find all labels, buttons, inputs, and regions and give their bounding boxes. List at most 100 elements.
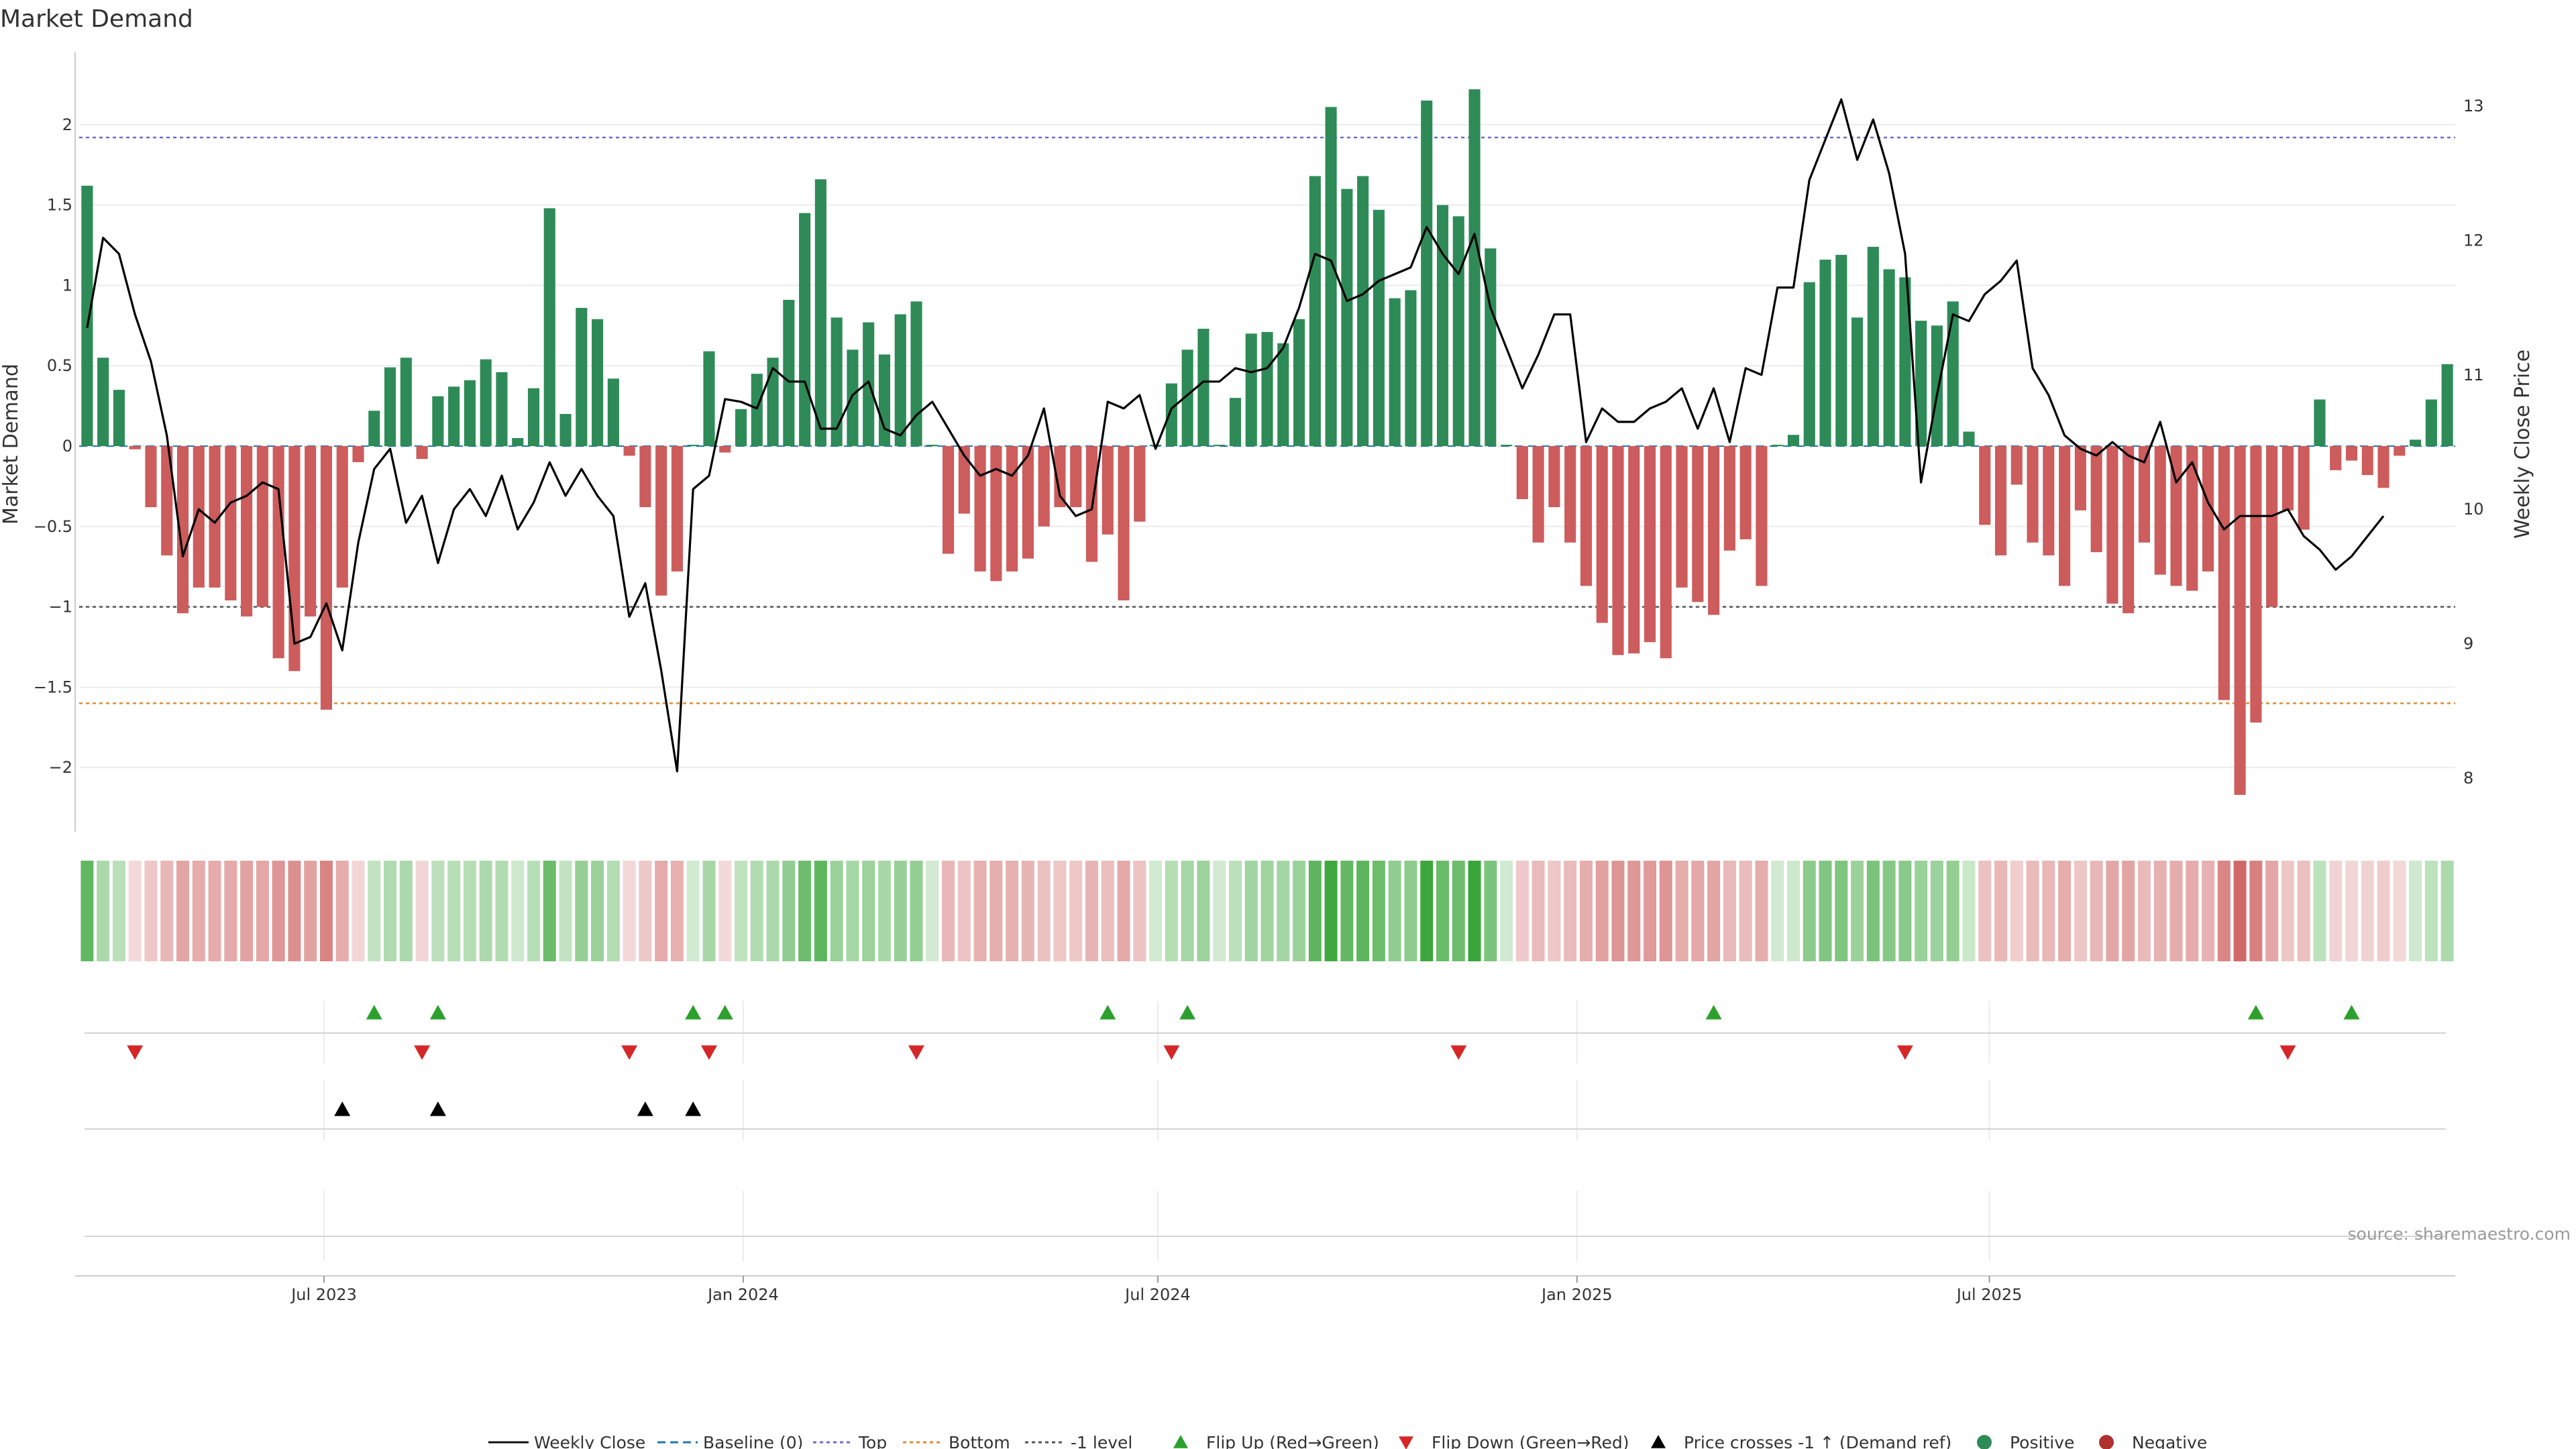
heat-cell: [718, 861, 732, 961]
chart-title: Market Demand: [0, 5, 193, 33]
demand-bar-negative: [958, 445, 970, 514]
demand-bar-positive: [607, 378, 619, 446]
demand-bar-positive: [1261, 331, 1273, 446]
flip-up-marker: [685, 1005, 702, 1020]
flip-down-marker: [414, 1045, 431, 1060]
demand-bar-positive: [687, 444, 699, 446]
heat-cell: [1611, 861, 1625, 961]
heat-cell: [368, 861, 381, 961]
heat-cell: [1915, 861, 1928, 961]
demand-bar-positive: [1452, 216, 1464, 446]
heat-cell: [1436, 861, 1449, 961]
demand-bar-positive: [432, 396, 444, 446]
demand-bar-positive: [1915, 321, 1927, 446]
demand-heat-strip: [80, 861, 2454, 961]
heat-cell: [1755, 861, 1768, 961]
heat-cell: [957, 861, 971, 961]
legend-item: Positive: [1977, 1433, 2074, 1449]
demand-bar-negative: [272, 445, 284, 659]
heat-cell: [256, 861, 269, 961]
heat-cell: [606, 861, 620, 961]
demand-bar-positive: [1229, 398, 1242, 446]
demand-bar-positive: [878, 354, 891, 446]
heat-cell: [2153, 861, 2167, 961]
demand-bar-positive: [1436, 205, 1449, 446]
heat-cell: [2026, 861, 2039, 961]
heat-cell: [384, 861, 397, 961]
demand-bar-negative: [256, 445, 268, 607]
demand-bar-negative: [2298, 445, 2310, 530]
demand-bar-negative: [2186, 445, 2198, 591]
heat-cell: [846, 861, 859, 961]
heat-cell: [2233, 861, 2247, 961]
demand-bar-positive: [1197, 329, 1210, 446]
demand-bar-negative: [352, 445, 364, 462]
heat-cell: [1277, 861, 1290, 961]
y-right-tick-label: 13: [2463, 97, 2484, 115]
demand-bar-positive: [1899, 277, 1911, 446]
price-layer: [86, 98, 2385, 773]
demand-bar-positive: [384, 367, 396, 446]
heat-cell: [1133, 861, 1146, 961]
heat-cell: [830, 861, 843, 961]
heat-cell: [1659, 861, 1672, 961]
heat-cell: [766, 861, 780, 961]
demand-bar-negative: [2377, 445, 2390, 488]
demand-bar-positive: [512, 438, 524, 446]
demand-bar-negative: [1564, 445, 1576, 543]
demand-bar-negative: [161, 445, 173, 555]
demand-bar-positive: [527, 388, 540, 446]
heat-cell: [1930, 861, 1943, 961]
flip-down-marker: [2279, 1045, 2296, 1060]
heat-cell: [1627, 861, 1641, 961]
demand-bar-negative: [2106, 445, 2118, 604]
flip-down-marker: [1450, 1045, 1467, 1060]
demand-bar-negative: [2234, 445, 2246, 795]
demand-bars: [81, 89, 2453, 795]
heat-cell: [2249, 861, 2263, 961]
demand-bar-negative: [2027, 445, 2039, 543]
demand-bar-negative: [1022, 445, 1034, 559]
demand-bar-positive: [113, 390, 125, 446]
demand-bar-positive: [1835, 254, 1847, 446]
demand-bar-positive: [464, 380, 476, 446]
demand-bar-positive: [1883, 269, 1895, 446]
heat-cell: [798, 861, 812, 961]
demand-bar-negative: [1644, 445, 1656, 643]
demand-bar-positive: [576, 307, 588, 446]
heat-cell: [319, 861, 333, 961]
heat-cell: [1978, 861, 1992, 961]
heat-cell: [1468, 861, 1481, 961]
heat-cell: [1548, 861, 1561, 961]
x-tick-label: Jul 2024: [1124, 1285, 1191, 1304]
demand-bar-positive: [543, 208, 555, 446]
axes: 2 1.5 1 0.5 0 −0.5 −1 −1.5 −2 13 12 11 10 9 8 Market De…: [0, 52, 2534, 1304]
legend-item: Bottom: [903, 1433, 1010, 1449]
heat-cell: [862, 861, 875, 961]
demand-bar-positive: [559, 414, 572, 446]
flip-down-marker: [127, 1045, 144, 1060]
heat-cell: [2074, 861, 2087, 961]
demand-bar-positive: [1851, 317, 1864, 446]
x-tick-label: Jan 2024: [706, 1285, 779, 1304]
heat-cell: [415, 861, 429, 961]
heat-cell: [2202, 861, 2215, 961]
demand-bar-negative: [990, 445, 1002, 582]
legend-label: Negative: [2132, 1433, 2207, 1449]
heat-cell: [1021, 861, 1034, 961]
demand-bar-positive: [735, 409, 747, 446]
demand-bar-negative: [1756, 445, 1768, 586]
heat-cell: [224, 861, 237, 961]
demand-bar-negative: [2218, 445, 2230, 700]
heat-cell: [926, 861, 939, 961]
price-cross-markers: [334, 1102, 702, 1116]
y-right-tick-label: 10: [2463, 500, 2484, 519]
demand-bar-positive: [847, 350, 859, 446]
demand-bar-negative: [1739, 445, 1752, 539]
heat-cell: [304, 861, 317, 961]
heat-cell: [176, 861, 190, 961]
demand-bar-positive: [2314, 399, 2326, 446]
heat-cell: [2186, 861, 2199, 961]
demand-bar-positive: [1819, 260, 1831, 446]
